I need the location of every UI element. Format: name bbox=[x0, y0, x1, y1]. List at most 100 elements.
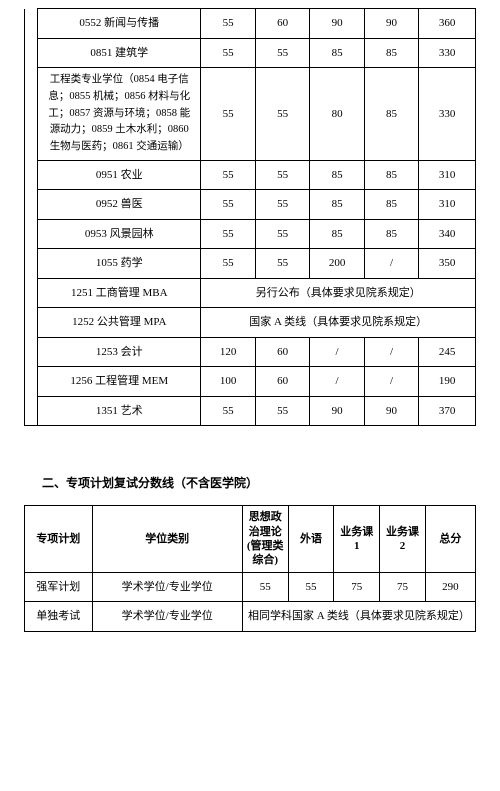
score-cell: 330 bbox=[419, 38, 476, 68]
score-cell: / bbox=[364, 367, 418, 397]
score-cell: 85 bbox=[364, 38, 418, 68]
score-cell: 55 bbox=[201, 38, 255, 68]
score-cell: / bbox=[310, 367, 364, 397]
table-row: 单独考试学术学位/专业学位相同学科国家 A 类线（具体要求见院系规定） bbox=[25, 602, 476, 632]
score-cell: 55 bbox=[201, 190, 255, 220]
score-cell: 190 bbox=[419, 367, 476, 397]
major-name: 0552 新闻与传播 bbox=[38, 9, 201, 39]
score-cell: / bbox=[310, 337, 364, 367]
score-cell: 55 bbox=[201, 68, 255, 161]
score-cell: 60 bbox=[255, 367, 309, 397]
score-cell: 55 bbox=[288, 572, 334, 602]
score-cell: 55 bbox=[201, 396, 255, 426]
score-cell: / bbox=[364, 249, 418, 279]
score-cell: 100 bbox=[201, 367, 255, 397]
score-cell: 60 bbox=[255, 9, 309, 39]
section-2-title: 二、专项计划复试分数线（不含医学院） bbox=[24, 474, 476, 491]
table-row: 1351 艺术55559090370 bbox=[25, 396, 476, 426]
score-cell: 85 bbox=[310, 160, 364, 190]
score-cell: 90 bbox=[310, 396, 364, 426]
score-cell: 55 bbox=[255, 160, 309, 190]
score-cell: 200 bbox=[310, 249, 364, 279]
score-cell: 80 bbox=[310, 68, 364, 161]
score-cell: 340 bbox=[419, 219, 476, 249]
table-row: 0953 风景园林55558585340 bbox=[25, 219, 476, 249]
score-cell: / bbox=[364, 337, 418, 367]
score-cell: 55 bbox=[255, 396, 309, 426]
score-cell: 85 bbox=[310, 190, 364, 220]
header-subj1: 业务课 1 bbox=[334, 506, 380, 572]
table-row: 1055 药学5555200/350 bbox=[25, 249, 476, 279]
spanned-note: 相同学科国家 A 类线（具体要求见院系规定） bbox=[242, 602, 475, 632]
category-rowspan-cell bbox=[25, 9, 38, 426]
table-row: 0952 兽医55558585310 bbox=[25, 190, 476, 220]
score-cell: 310 bbox=[419, 160, 476, 190]
scores-table-2: 专项计划 学位类别 思想政治理论(管理类综合) 外语 业务课 1 业务课 2 总… bbox=[24, 505, 476, 631]
table-row: 0552 新闻与传播55609090360 bbox=[25, 9, 476, 39]
header-politics: 思想政治理论(管理类综合) bbox=[242, 506, 288, 572]
score-cell: 55 bbox=[255, 219, 309, 249]
score-cell: 60 bbox=[255, 337, 309, 367]
score-cell: 55 bbox=[255, 249, 309, 279]
score-cell: 55 bbox=[201, 9, 255, 39]
score-cell: 75 bbox=[380, 572, 426, 602]
score-cell: 310 bbox=[419, 190, 476, 220]
table-row: 强军计划学术学位/专业学位55557575290 bbox=[25, 572, 476, 602]
major-name: 0951 农业 bbox=[38, 160, 201, 190]
score-cell: 55 bbox=[255, 68, 309, 161]
score-cell: 85 bbox=[310, 219, 364, 249]
header-total: 总分 bbox=[425, 506, 475, 572]
major-name: 1055 药学 bbox=[38, 249, 201, 279]
score-cell: 85 bbox=[364, 68, 418, 161]
major-name: 1351 艺术 bbox=[38, 396, 201, 426]
spanned-note: 另行公布（具体要求见院系规定） bbox=[201, 278, 476, 308]
score-cell: 360 bbox=[419, 9, 476, 39]
degree-type: 学术学位/专业学位 bbox=[92, 572, 242, 602]
score-cell: 330 bbox=[419, 68, 476, 161]
score-cell: 370 bbox=[419, 396, 476, 426]
score-cell: 55 bbox=[242, 572, 288, 602]
major-name: 1251 工商管理 MBA bbox=[38, 278, 201, 308]
plan-name: 强军计划 bbox=[25, 572, 93, 602]
scores-table-1: 0552 新闻与传播556090903600851 建筑学55558585330… bbox=[24, 8, 476, 426]
spanned-note: 国家 A 类线（具体要求见院系规定） bbox=[201, 308, 476, 338]
score-cell: 55 bbox=[201, 249, 255, 279]
table-2-header-row: 专项计划 学位类别 思想政治理论(管理类综合) 外语 业务课 1 业务课 2 总… bbox=[25, 506, 476, 572]
score-cell: 85 bbox=[364, 219, 418, 249]
score-cell: 75 bbox=[334, 572, 380, 602]
score-cell: 90 bbox=[364, 9, 418, 39]
plan-name: 单独考试 bbox=[25, 602, 93, 632]
table-row: 0951 农业55558585310 bbox=[25, 160, 476, 190]
score-cell: 55 bbox=[201, 160, 255, 190]
score-cell: 90 bbox=[310, 9, 364, 39]
major-name: 1252 公共管理 MPA bbox=[38, 308, 201, 338]
header-type: 学位类别 bbox=[92, 506, 242, 572]
score-cell: 290 bbox=[425, 572, 475, 602]
header-plan: 专项计划 bbox=[25, 506, 93, 572]
major-name: 1253 会计 bbox=[38, 337, 201, 367]
table-row: 1256 工程管理 MEM10060//190 bbox=[25, 367, 476, 397]
table-row: 1252 公共管理 MPA国家 A 类线（具体要求见院系规定） bbox=[25, 308, 476, 338]
score-cell: 245 bbox=[419, 337, 476, 367]
major-name: 0953 风景园林 bbox=[38, 219, 201, 249]
table-row: 1253 会计12060//245 bbox=[25, 337, 476, 367]
table-row: 工程类专业学位（0854 电子信息；0855 机械；0856 材料与化工；085… bbox=[25, 68, 476, 161]
major-name: 0952 兽医 bbox=[38, 190, 201, 220]
score-cell: 55 bbox=[255, 38, 309, 68]
major-name: 工程类专业学位（0854 电子信息；0855 机械；0856 材料与化工；085… bbox=[38, 68, 201, 161]
header-subj2: 业务课 2 bbox=[380, 506, 426, 572]
table-row: 1251 工商管理 MBA另行公布（具体要求见院系规定） bbox=[25, 278, 476, 308]
score-cell: 350 bbox=[419, 249, 476, 279]
score-cell: 55 bbox=[201, 219, 255, 249]
major-name: 1256 工程管理 MEM bbox=[38, 367, 201, 397]
table-row: 0851 建筑学55558585330 bbox=[25, 38, 476, 68]
degree-type: 学术学位/专业学位 bbox=[92, 602, 242, 632]
header-foreign: 外语 bbox=[288, 506, 334, 572]
score-cell: 85 bbox=[364, 160, 418, 190]
score-cell: 55 bbox=[255, 190, 309, 220]
score-cell: 90 bbox=[364, 396, 418, 426]
score-cell: 120 bbox=[201, 337, 255, 367]
score-cell: 85 bbox=[310, 38, 364, 68]
major-name: 0851 建筑学 bbox=[38, 38, 201, 68]
score-cell: 85 bbox=[364, 190, 418, 220]
